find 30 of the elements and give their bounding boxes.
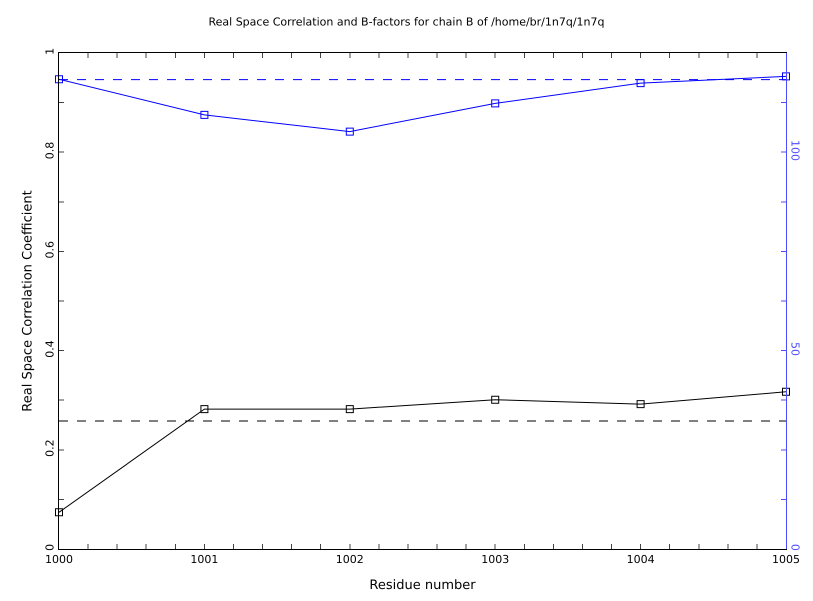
y-tick-label: 0.4 [44,340,57,358]
y2-tick-label: 100 [788,140,802,162]
x-tick-label: 1005 [772,553,800,566]
point [346,128,354,136]
point [346,405,354,414]
x-axis-title: Residue number [369,578,476,593]
x-tick-label: 1004 [626,553,655,566]
point [55,75,63,84]
y-tick-label: 0 [44,544,57,551]
point [200,110,208,119]
y-tick-label: 0.2 [44,439,57,457]
point [200,405,208,414]
chart-title: Real Space Correlation and B-factors for chain B of /home/br/1n7q/1n7q [208,16,605,29]
x-tick-label: 1001 [190,553,218,566]
y-axis-title: Real Space Correlation Coefficient [20,190,36,412]
x-tick-label: 1002 [336,553,364,566]
y-tick-label: 0.8 [44,142,57,160]
point [636,79,645,88]
point [636,400,645,408]
x-tick-label: 1000 [45,553,73,566]
point [782,72,790,80]
x-tick-label: 1003 [481,553,510,566]
y2-tick-label: 50 [788,342,802,356]
point [55,508,63,516]
y-tick-label: 1 [44,48,57,55]
point [491,99,500,108]
y2-tick-label: 0 [788,544,802,551]
y-tick-label: 0.6 [44,241,57,258]
point [782,388,790,396]
point [491,396,500,404]
